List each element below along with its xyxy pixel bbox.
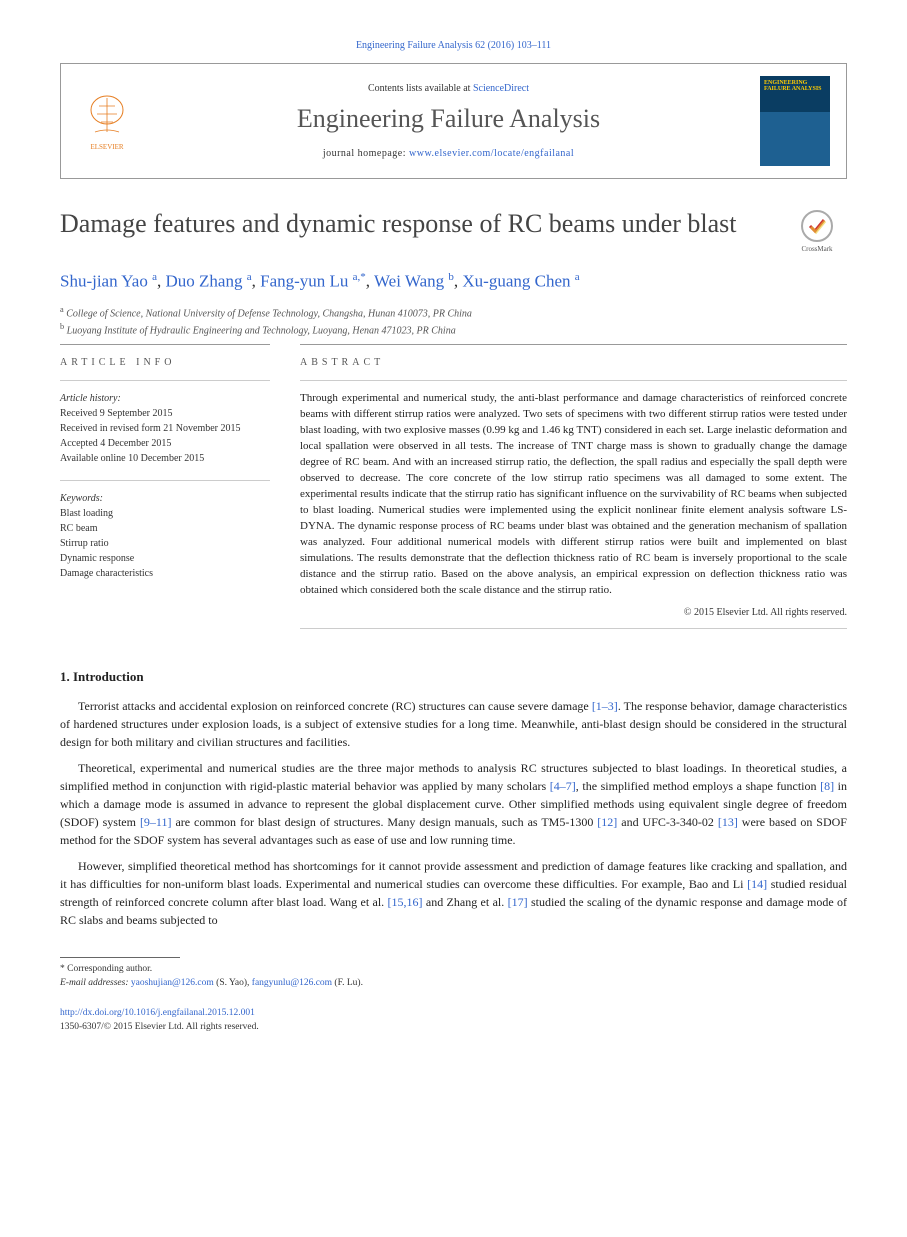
crossmark-icon xyxy=(800,209,834,243)
email-1-who: (S. Yao), xyxy=(214,978,252,988)
intro-p2: Theoretical, experimental and numerical … xyxy=(60,759,847,849)
intro-p1-a: Terrorist attacks and accidental explosi… xyxy=(78,699,592,713)
elsevier-tree-icon xyxy=(85,92,129,140)
doi-link[interactable]: http://dx.doi.org/10.1016/j.engfailanal.… xyxy=(60,1008,255,1018)
footnote-rule xyxy=(60,957,180,958)
article-history: Article history: Received 9 September 20… xyxy=(60,391,270,466)
email-line: E-mail addresses: yaoshujian@126.com (S.… xyxy=(60,976,847,990)
article-title: Damage features and dynamic response of … xyxy=(60,209,767,239)
author-4-aff: b xyxy=(448,271,454,283)
intro-p3-c: and Zhang et al. xyxy=(423,895,508,909)
author-5-aff: a xyxy=(575,271,580,283)
intro-p1: Terrorist attacks and accidental explosi… xyxy=(60,697,847,751)
abstract-divider xyxy=(300,380,847,381)
authors-line: Shu-jian Yao a, Duo Zhang a, Fang-yun Lu… xyxy=(60,271,847,292)
abstract-col: ABSTRACT Through experimental and numeri… xyxy=(300,344,847,638)
homepage-prefix: journal homepage: xyxy=(323,148,409,159)
homepage-line: journal homepage: www.elsevier.com/locat… xyxy=(137,148,760,159)
keywords-label: Keywords: xyxy=(60,491,270,506)
keyword-3: Dynamic response xyxy=(60,551,270,566)
cover-title: ENGINEERING FAILURE ANALYSIS xyxy=(764,80,826,92)
history-online: Available online 10 December 2015 xyxy=(60,451,270,466)
corr-author-label: * Corresponding author. xyxy=(60,962,847,976)
author-1[interactable]: Shu-jian Yao xyxy=(60,272,148,291)
article-info-col: ARTICLE INFO Article history: Received 9… xyxy=(60,344,270,638)
journal-cover-thumb: ENGINEERING FAILURE ANALYSIS xyxy=(760,76,830,166)
keywords-block: Keywords: Blast loading RC beam Stirrup … xyxy=(60,491,270,581)
info-divider-1 xyxy=(60,380,270,381)
intro-p2-d: are common for blast design of structure… xyxy=(171,815,597,829)
author-2[interactable]: Duo Zhang xyxy=(166,272,243,291)
elsevier-logo: ELSEVIER xyxy=(77,86,137,156)
info-divider-2 xyxy=(60,480,270,481)
journal-header-box: ELSEVIER Contents lists available at Sci… xyxy=(60,63,847,179)
ref-13[interactable]: [13] xyxy=(718,815,738,829)
header-citation: Engineering Failure Analysis 62 (2016) 1… xyxy=(60,40,847,51)
email-1[interactable]: yaoshujian@126.com xyxy=(131,978,214,988)
contents-prefix: Contents lists available at xyxy=(368,83,473,94)
abstract-text: Through experimental and numerical study… xyxy=(300,391,847,598)
intro-p2-b: , the simplified method employs a shape … xyxy=(576,779,820,793)
author-2-aff: a xyxy=(247,271,252,283)
introduction-section: 1. Introduction Terrorist attacks and ac… xyxy=(60,669,847,929)
ref-17[interactable]: [17] xyxy=(508,895,528,909)
journal-name: Engineering Failure Analysis xyxy=(137,104,760,134)
abstract-bottom-rule xyxy=(300,628,847,629)
abstract-copyright: © 2015 Elsevier Ltd. All rights reserved… xyxy=(300,607,847,618)
title-row: Damage features and dynamic response of … xyxy=(60,209,847,253)
author-4[interactable]: Wei Wang xyxy=(374,272,444,291)
history-accepted: Accepted 4 December 2015 xyxy=(60,436,270,451)
intro-p3-a: However, simplified theoretical method h… xyxy=(60,859,847,891)
author-3[interactable]: Fang-yun Lu xyxy=(260,272,348,291)
intro-p2-e: and UFC-3-340-02 xyxy=(617,815,718,829)
author-1-aff: a xyxy=(152,271,157,283)
crossmark-label: CrossMark xyxy=(801,245,832,253)
ref-4-7[interactable]: [4–7] xyxy=(550,779,576,793)
article-info-label: ARTICLE INFO xyxy=(60,357,270,368)
sciencedirect-link[interactable]: ScienceDirect xyxy=(473,83,529,94)
contents-lists-line: Contents lists available at ScienceDirec… xyxy=(137,83,760,94)
history-received: Received 9 September 2015 xyxy=(60,406,270,421)
ref-15-16[interactable]: [15,16] xyxy=(388,895,423,909)
keyword-4: Damage characteristics xyxy=(60,566,270,581)
history-label: Article history: xyxy=(60,391,270,406)
email-label: E-mail addresses: xyxy=(60,978,129,988)
history-revised: Received in revised form 21 November 201… xyxy=(60,421,270,436)
keyword-1: RC beam xyxy=(60,521,270,536)
info-abstract-row: ARTICLE INFO Article history: Received 9… xyxy=(60,344,847,638)
ref-12[interactable]: [12] xyxy=(597,815,617,829)
intro-p3: However, simplified theoretical method h… xyxy=(60,857,847,929)
author-3-corr: * xyxy=(360,271,366,283)
footer-block: http://dx.doi.org/10.1016/j.engfailanal.… xyxy=(60,1006,847,1035)
elsevier-label: ELSEVIER xyxy=(90,143,123,151)
ref-8[interactable]: [8] xyxy=(820,779,834,793)
author-5[interactable]: Xu-guang Chen xyxy=(462,272,570,291)
homepage-link[interactable]: www.elsevier.com/locate/engfailanal xyxy=(409,148,574,159)
email-2-who: (F. Lu). xyxy=(332,978,363,988)
ref-1-3[interactable]: [1–3] xyxy=(592,699,618,713)
email-2[interactable]: fangyunlu@126.com xyxy=(252,978,332,988)
crossmark-badge[interactable]: CrossMark xyxy=(787,209,847,253)
abstract-label: ABSTRACT xyxy=(300,357,847,368)
journal-center: Contents lists available at ScienceDirec… xyxy=(137,83,760,159)
issn-copyright: 1350-6307/© 2015 Elsevier Ltd. All right… xyxy=(60,1022,259,1032)
corresponding-author-note: * Corresponding author. E-mail addresses… xyxy=(60,962,847,991)
intro-heading: 1. Introduction xyxy=(60,669,847,685)
ref-14[interactable]: [14] xyxy=(747,877,767,891)
keyword-0: Blast loading xyxy=(60,506,270,521)
keyword-2: Stirrup ratio xyxy=(60,536,270,551)
affiliations: a College of Science, National Universit… xyxy=(60,304,847,339)
ref-9-11[interactable]: [9–11] xyxy=(140,815,172,829)
affiliation-b: b Luoyang Institute of Hydraulic Enginee… xyxy=(60,321,847,338)
affiliation-a: a College of Science, National Universit… xyxy=(60,304,847,321)
